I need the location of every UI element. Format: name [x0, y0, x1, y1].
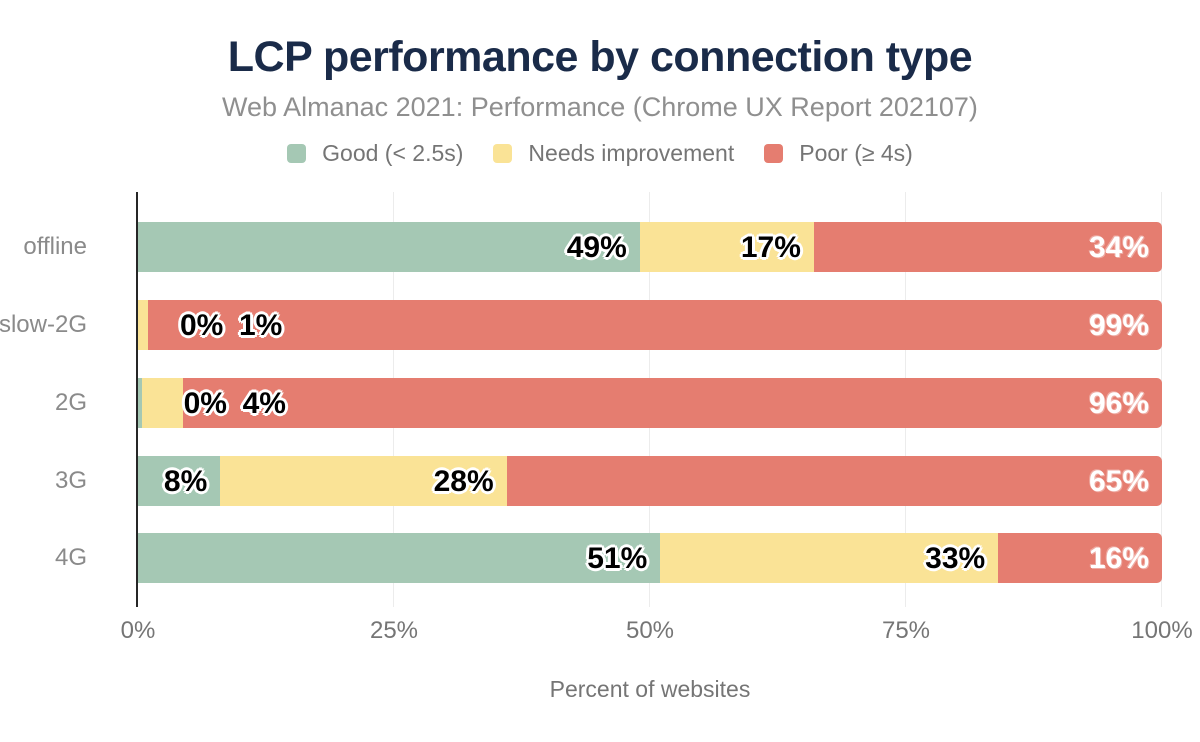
- legend-item-needs_improvement: Needs improvement: [493, 140, 734, 167]
- x-axis-tick-label: 0%: [120, 617, 156, 644]
- bar-value-label-poor: 96%: [1089, 387, 1150, 420]
- legend-swatch-needs_improvement: [493, 144, 513, 163]
- bar-segment-good: [138, 378, 142, 428]
- bar-value-label-good: 0%: [183, 387, 227, 420]
- bar-row-4G: 4G 51% 33% 16%: [55, 533, 1162, 583]
- y-axis-label: 2G: [54, 389, 87, 416]
- bar-segment-good: [138, 533, 661, 583]
- bar-value-label-good: 8%: [163, 465, 208, 498]
- x-axis-tick-label: 100%: [1131, 617, 1193, 644]
- bar-segment-good: [138, 456, 220, 506]
- x-axis-tick-label: 25%: [369, 617, 419, 644]
- bar-segment-poor: [813, 222, 1162, 272]
- x-axis-tick-label: 50%: [625, 617, 675, 644]
- bar-value-label-poor: 34%: [1089, 231, 1150, 264]
- bar-row-slow-2G: slow-2G 0% 1% 99%: [0, 300, 1162, 350]
- bar-value-label-poor: 99%: [1089, 309, 1150, 342]
- bar-segment-needs_improvement: [219, 456, 507, 506]
- y-axis-label: offline: [23, 233, 87, 260]
- bar-value-label-needs_improvement: 28%: [433, 465, 494, 498]
- y-axis-label: 4G: [54, 544, 87, 571]
- bar-segment-poor: [182, 378, 1162, 428]
- bar-segment-poor: [148, 300, 1162, 350]
- y-axis-line: [136, 192, 138, 607]
- bar-value-label-needs_improvement: 17%: [740, 231, 801, 264]
- bar-value-label-poor: 65%: [1089, 465, 1150, 498]
- bar-row-offline: offline 49% 17% 34%: [23, 222, 1162, 272]
- legend-item-poor: Poor (≥ 4s): [764, 140, 913, 167]
- bar-value-label-needs_improvement: 4%: [242, 387, 286, 420]
- plot-area: offline 49% 17% 34% slow-2G 0% 1% 99% 2G 0% 4% 96% 3…: [0, 192, 1162, 607]
- bar-value-label-needs_improvement: 33%: [925, 542, 986, 575]
- bar-value-label-good: 49%: [566, 231, 627, 264]
- bar-segment-needs_improvement: [138, 300, 149, 350]
- bar-segment-poor: [998, 533, 1162, 583]
- legend-label: Poor (≥ 4s): [799, 140, 913, 166]
- bar-value-label-poor: 16%: [1089, 542, 1150, 575]
- bar-value-label-good: 51%: [587, 542, 648, 575]
- legend: Good (< 2.5s) Needs improvement Poor (≥ 4s…: [0, 140, 1200, 167]
- bar-segment-needs_improvement: [639, 222, 814, 272]
- x-axis-tick-label: 75%: [881, 617, 931, 644]
- legend-swatch-good: [287, 144, 307, 163]
- bar-segment-poor: [506, 456, 1162, 506]
- legend-item-good: Good (< 2.5s): [287, 140, 463, 167]
- bar-value-label-needs_improvement: 1%: [239, 309, 283, 342]
- y-axis-label: 3G: [54, 467, 87, 494]
- x-axis-title: Percent of websites: [549, 676, 751, 702]
- bar-row-2G: 2G 0% 4% 96%: [55, 378, 1162, 428]
- bar-value-label-good: 0%: [180, 309, 224, 342]
- bar-segment-needs_improvement: [660, 533, 999, 583]
- chart-title: LCP performance by connection type: [227, 33, 973, 81]
- bar-row-3G: 3G 8% 28% 65%: [55, 456, 1162, 506]
- chart-subtitle: Web Almanac 2021: Performance (Chrome UX…: [222, 92, 978, 122]
- legend-label: Good (< 2.5s): [322, 140, 464, 166]
- legend-swatch-poor: [764, 144, 784, 163]
- bar-segment-good: [138, 222, 640, 272]
- bar-segment-needs_improvement: [141, 378, 183, 428]
- y-axis-label: slow-2G: [0, 311, 87, 338]
- legend-label: Needs improvement: [528, 140, 735, 166]
